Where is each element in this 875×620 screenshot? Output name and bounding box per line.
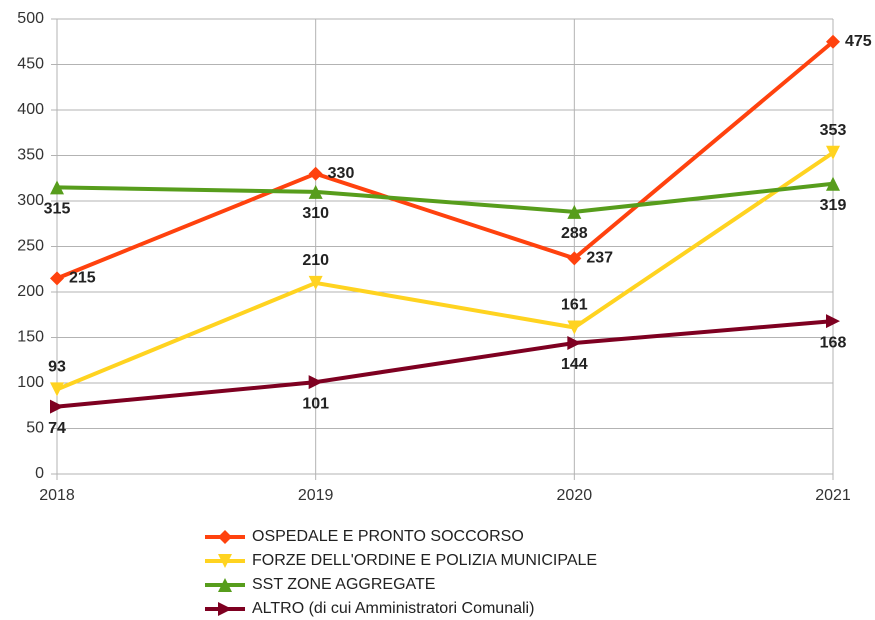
- x-tick-label: 2020: [557, 487, 593, 504]
- series-line: [56, 181, 834, 214]
- point: [50, 271, 64, 286]
- point: [826, 176, 840, 191]
- value-label: 319: [820, 197, 847, 214]
- legend-marker: [218, 578, 232, 592]
- legend-marker: [218, 602, 232, 616]
- value-label: 161: [561, 297, 588, 314]
- value-label: 93: [48, 359, 66, 376]
- legend-label: SST ZONE AGGREGATE: [252, 576, 435, 593]
- point: [826, 314, 840, 329]
- value-label: 237: [586, 250, 613, 267]
- y-tick-label: 450: [17, 56, 44, 73]
- value-label: 210: [302, 252, 329, 269]
- y-tick-label: 100: [17, 374, 44, 391]
- value-label: 168: [820, 334, 847, 351]
- point: [50, 399, 64, 414]
- legend-label: OSPEDALE E PRONTO SOCCORSO: [252, 528, 524, 545]
- value-label: 330: [328, 165, 355, 182]
- x-tick-label: 2021: [815, 487, 851, 504]
- y-tick-label: 200: [17, 283, 44, 300]
- legend-label: ALTRO (di cui Amministratori Comunali): [252, 600, 534, 617]
- series-line: [56, 151, 835, 392]
- point: [567, 204, 582, 219]
- point: [826, 34, 840, 49]
- value-label: 215: [69, 270, 96, 287]
- value-label: 288: [561, 225, 588, 242]
- y-tick-label: 350: [17, 147, 44, 164]
- y-tick-label: 150: [17, 329, 44, 346]
- y-tick-label: 400: [17, 101, 44, 118]
- series-line: [56, 40, 835, 281]
- legend-marker: [218, 554, 232, 568]
- point: [50, 180, 64, 195]
- point: [308, 275, 323, 290]
- point: [308, 375, 323, 390]
- point: [308, 166, 323, 181]
- legend-label: FORZE DELL'ORDINE E POLIZIA MUNICIPALE: [252, 552, 597, 569]
- value-label: 144: [561, 356, 588, 373]
- value-label: 310: [302, 205, 329, 222]
- value-label: 315: [44, 201, 71, 218]
- value-label: 74: [48, 420, 66, 437]
- point: [826, 145, 840, 160]
- x-tick-label: 2018: [39, 487, 75, 504]
- point: [50, 382, 64, 397]
- point: [567, 251, 582, 266]
- series-line: [56, 319, 834, 409]
- y-tick-label: 0: [35, 465, 44, 482]
- x-tick-label: 2019: [298, 487, 334, 504]
- value-label: 475: [845, 33, 872, 50]
- y-tick-label: 50: [26, 420, 44, 437]
- point: [567, 335, 582, 350]
- y-tick-label: 250: [17, 238, 44, 255]
- point: [308, 184, 323, 199]
- y-tick-label: 300: [17, 192, 44, 209]
- value-label: 101: [302, 395, 329, 412]
- y-tick-label: 500: [17, 10, 44, 27]
- legend-marker: [218, 530, 232, 544]
- value-label: 353: [820, 122, 847, 139]
- point: [567, 320, 582, 335]
